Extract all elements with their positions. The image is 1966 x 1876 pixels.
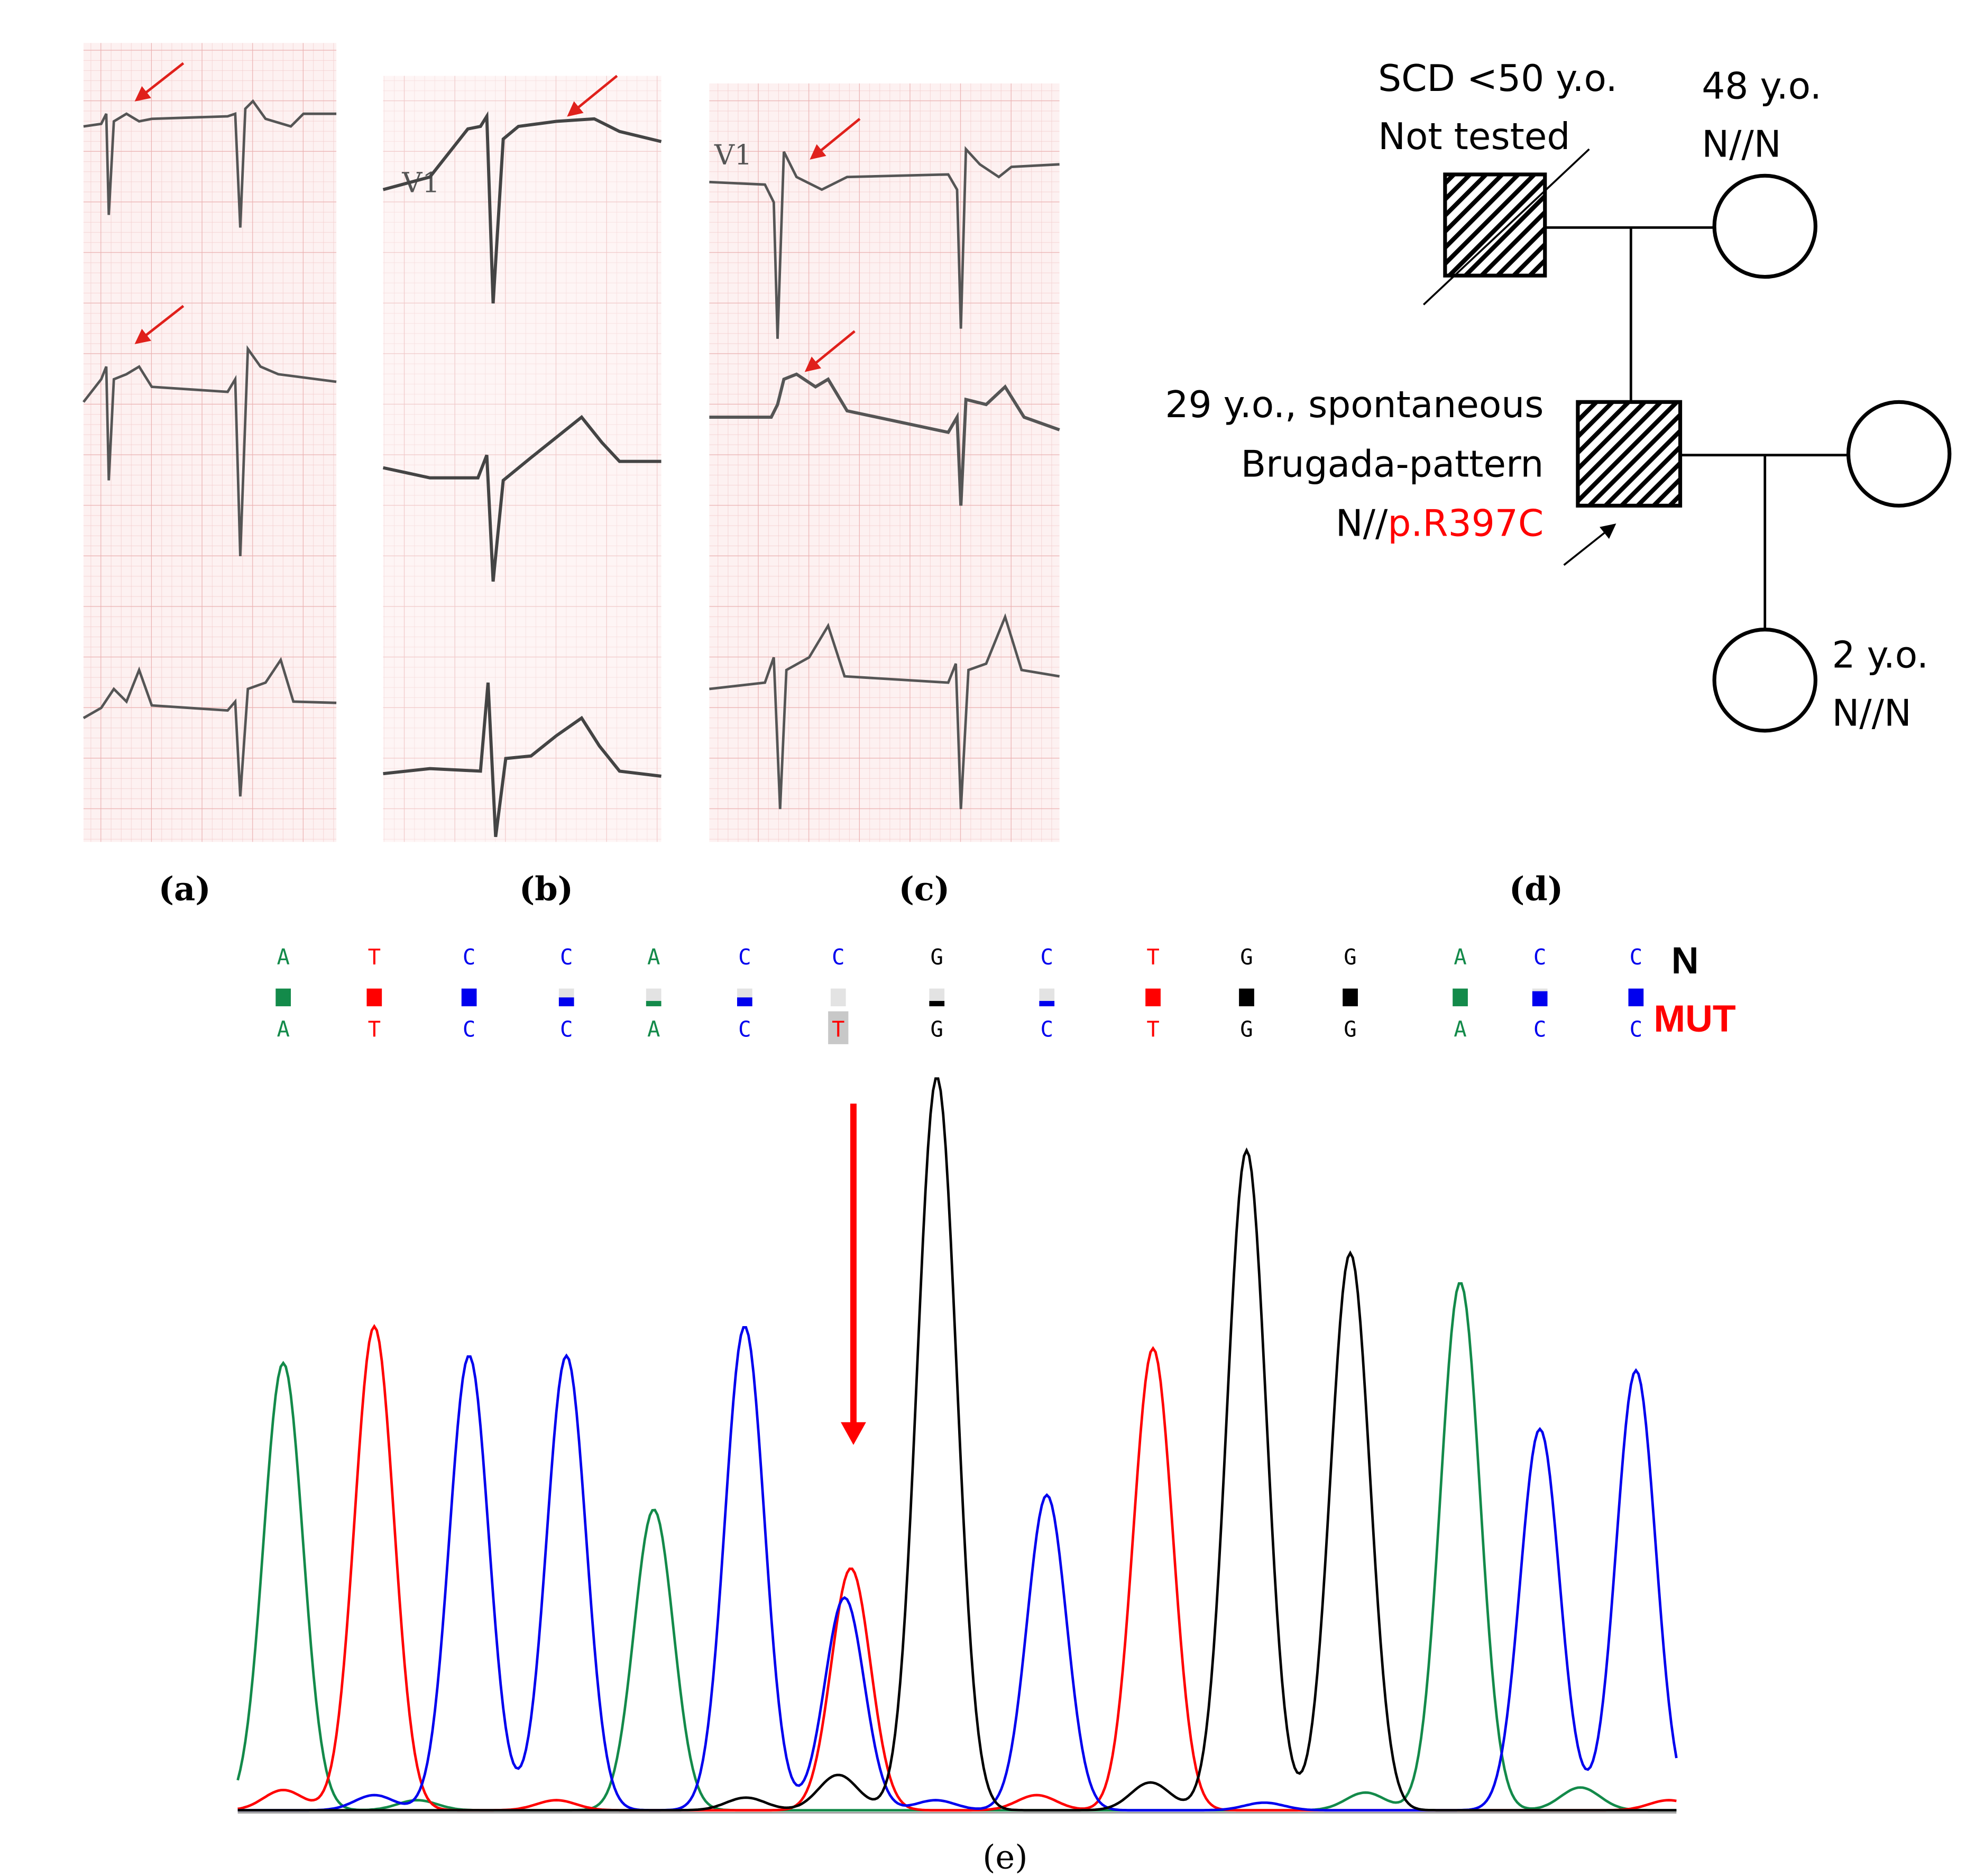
quality-bar: [366, 988, 382, 1007]
panel-label-e: (e): [982, 1838, 1027, 1876]
spouse-circle: [1846, 400, 1952, 508]
quality-bar: [275, 988, 291, 1007]
mutant-label: MUT: [1653, 998, 1736, 1040]
ecg-trace-lead-2: [709, 372, 1060, 506]
red-arrow-icon: [804, 330, 856, 372]
chromatogram-panel: N MUT A A T T C C C C A A C C C T G G C C T T G G G G A A C C C C (e): [236, 940, 1736, 1876]
red-arrow-icon: [567, 75, 618, 117]
genotype-prefix: N//: [1336, 503, 1388, 545]
pedigree-labels: SCD <50 y.o. Not tested 48 y.o. N//N 29 …: [1165, 58, 1928, 908]
reference-base: C: [832, 944, 844, 970]
father-label-line2: Not tested: [1378, 116, 1570, 158]
mutant-base: C: [1533, 1016, 1546, 1042]
quality-bar: [1343, 988, 1358, 1007]
proband-label-line1: 29 y.o., spontaneous: [1165, 384, 1544, 426]
ecg-grid: [709, 83, 1060, 842]
mutant-base: A: [277, 1016, 289, 1042]
father-label-line1: SCD <50 y.o.: [1378, 58, 1618, 100]
deceased-slash: [1422, 148, 1590, 306]
reference-base: G: [1240, 944, 1253, 970]
ecg-grid: [83, 43, 337, 842]
reference-base: A: [277, 944, 289, 970]
mutant-base: G: [1240, 1016, 1253, 1042]
ecg-trace-lead-3: [82, 657, 337, 797]
proband-arrow-icon: [1563, 523, 1616, 566]
mutant-base: A: [1454, 1016, 1466, 1042]
quality-bar: [558, 997, 574, 1007]
reference-base: G: [931, 944, 943, 970]
ecg-grid: [383, 76, 662, 842]
ecg-trace-lead-3: [383, 682, 662, 838]
proband-label-line2: Brugada-pattern: [1241, 443, 1544, 485]
mother-label-line1: 48 y.o.: [1702, 65, 1822, 107]
reference-base: T: [368, 944, 381, 970]
reference-base: C: [1630, 944, 1642, 970]
highlighted-base-bg: [828, 1011, 849, 1044]
father-affected-square: [1443, 172, 1547, 278]
ecg-trace-lead-1: [83, 99, 337, 228]
ecg-panel-b: V1 (b): [382, 75, 662, 908]
quality-bar: [1532, 991, 1548, 1007]
red-arrow-icon: [134, 305, 185, 344]
reference-base: T: [1146, 944, 1159, 970]
ecg-trace-lead-2: [382, 415, 662, 582]
ecg-trace-lead-2: [82, 345, 337, 557]
quality-bar: [646, 1001, 662, 1007]
panel-label-a: (a): [159, 869, 211, 908]
reference-base: C: [738, 944, 751, 970]
quality-bar: [1145, 988, 1161, 1007]
daughter-circle: [1712, 628, 1817, 733]
ecg-trace-lead-1: [382, 111, 662, 304]
ecg-panel-a: (a): [82, 43, 337, 908]
quality-bar: [929, 1001, 945, 1007]
quality-bar: [737, 997, 752, 1007]
mother-circle: [1712, 173, 1817, 279]
mutant-base: C: [738, 1016, 751, 1042]
ecg-trace-lead-3: [709, 613, 1060, 810]
panel-label-b: (b): [519, 869, 573, 908]
pedigree-panel: [1422, 148, 1952, 733]
quality-bar: [1239, 988, 1254, 1007]
reference-base: C: [1533, 944, 1546, 970]
lead-label-v1: V1: [714, 139, 752, 171]
panel-label-c: (c): [898, 869, 950, 908]
mutant-base: T: [368, 1016, 381, 1042]
ecg-panel-c: V1 (c): [709, 83, 1060, 908]
mutant-base: A: [647, 1016, 660, 1042]
mother-label-line2: N//N: [1702, 123, 1781, 165]
mutant-base: C: [1630, 1016, 1642, 1042]
reference-base: A: [1454, 944, 1466, 970]
proband-genotype: N//p.R397C: [1336, 503, 1544, 545]
red-arrow-icon: [134, 62, 185, 102]
reference-base: G: [1344, 944, 1356, 970]
reference-base: C: [1041, 944, 1053, 970]
reference-label: N: [1671, 940, 1699, 982]
quality-bar: [461, 988, 477, 1007]
quality-bar-bg: [830, 988, 846, 1007]
proband-affected-square: [1576, 400, 1683, 508]
trace-G: [237, 1077, 1677, 1812]
reference-base: C: [463, 944, 475, 970]
red-arrow-icon: [810, 117, 861, 160]
mutant-base: G: [1344, 1016, 1356, 1042]
mutant-base: C: [463, 1016, 475, 1042]
reference-base: A: [647, 944, 660, 970]
mutant-base: T: [832, 1016, 844, 1042]
mutant-base: G: [931, 1016, 943, 1042]
reference-base: C: [560, 944, 573, 970]
quality-bar: [1628, 988, 1644, 1007]
daughter-label-line1: 2 y.o.: [1832, 634, 1928, 676]
mutant-base: C: [560, 1016, 573, 1042]
quality-bar: [1039, 1001, 1055, 1007]
genotype-variant: p.R397C: [1388, 503, 1544, 545]
mutation-arrow-head: [841, 1422, 866, 1445]
panel-label-d: (d): [1509, 869, 1563, 908]
quality-bar: [1453, 988, 1468, 1007]
ecg-trace-lead-1: [709, 146, 1060, 339]
mutant-base: T: [1146, 1016, 1159, 1042]
daughter-label-line2: N//N: [1832, 692, 1911, 734]
mutant-base: C: [1041, 1016, 1053, 1042]
